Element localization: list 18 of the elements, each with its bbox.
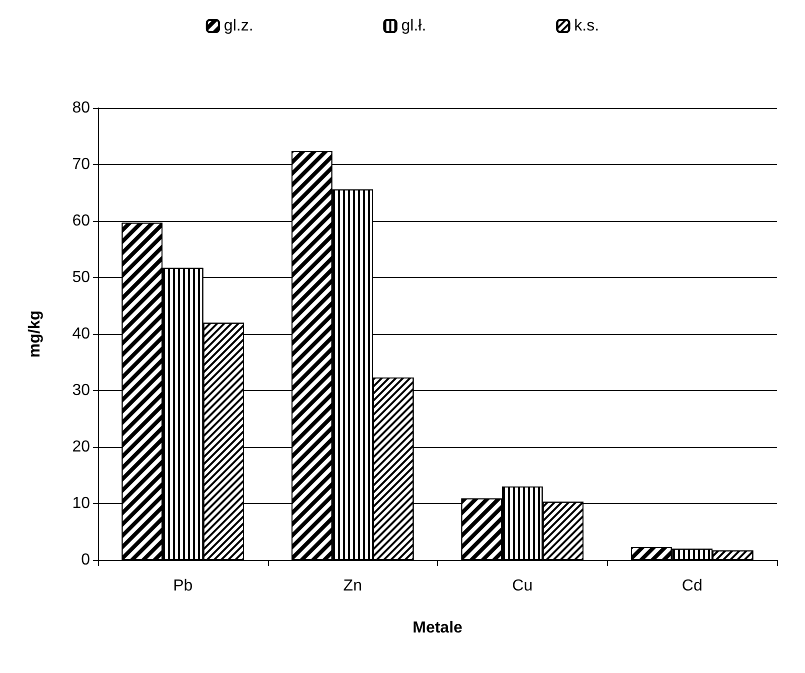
legend-label: gl.ł. xyxy=(401,18,426,34)
legend-label: gl.z. xyxy=(224,18,254,34)
x-tick-label: Cd xyxy=(682,578,702,594)
y-tick-label: 20 xyxy=(72,438,90,456)
y-tick-label: 0 xyxy=(81,552,90,568)
x-axis-title: Metale xyxy=(412,620,462,636)
y-tick-label: 10 xyxy=(72,495,90,512)
y-axis-title: mg/kg xyxy=(26,310,44,358)
x-tick-label: Zn xyxy=(343,578,362,594)
y-tick-label: 50 xyxy=(72,269,90,286)
y-tick-label: 80 xyxy=(72,100,90,116)
y-tick-label: 30 xyxy=(72,382,90,399)
y-tick-label: 70 xyxy=(72,156,90,173)
y-tick-label: 60 xyxy=(72,212,90,230)
x-tick-label: Cu xyxy=(512,578,533,594)
y-tick-label: 40 xyxy=(72,326,90,342)
legend-label: k.s. xyxy=(574,18,600,34)
x-tick-label: Pb xyxy=(173,578,193,594)
